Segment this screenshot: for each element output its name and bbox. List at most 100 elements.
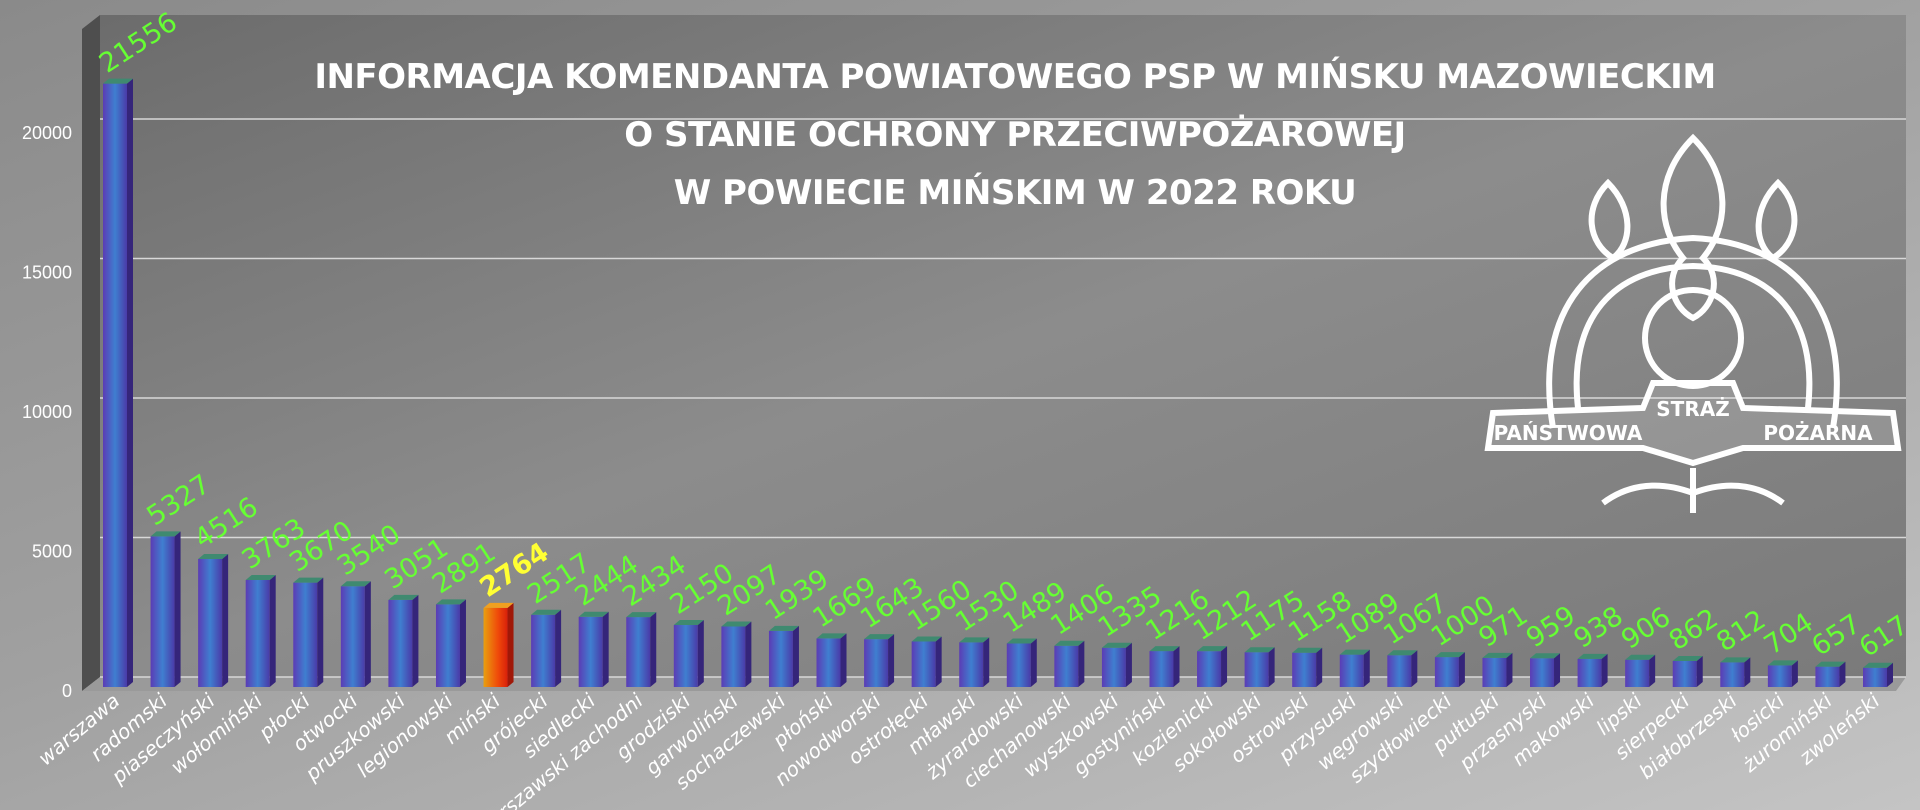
bar-top: [578, 611, 609, 617]
bar: [1672, 660, 1697, 687]
bar: [959, 642, 984, 687]
bar-side: [1744, 657, 1751, 687]
bar-side: [174, 531, 181, 687]
bar: [103, 83, 127, 688]
bar-side: [840, 633, 847, 687]
bar: [1387, 655, 1412, 687]
bar-side: [888, 634, 895, 687]
bar-top: [103, 78, 133, 84]
bar-top: [1577, 653, 1608, 659]
bar: [864, 639, 889, 687]
bar-side: [1887, 662, 1893, 687]
bar: [1244, 652, 1269, 687]
y-tick-label: 0: [62, 681, 72, 701]
bar-side: [1078, 640, 1085, 687]
bar-top: [1339, 649, 1370, 655]
bar: [435, 604, 460, 687]
bar-side: [1649, 654, 1656, 687]
bar-side: [1601, 653, 1608, 687]
bar-top: [768, 625, 799, 631]
y-tick-label: 5000: [32, 542, 72, 562]
bar-side: [650, 612, 657, 687]
bar-side: [1411, 650, 1418, 687]
bar-top: [721, 621, 752, 627]
bar: [198, 559, 223, 687]
bar-top: [340, 581, 371, 587]
bar: [721, 626, 746, 687]
bar-side: [1316, 647, 1323, 687]
bar-top: [1767, 660, 1798, 666]
bar: [911, 641, 936, 687]
logo-oak-leaves: [1601, 468, 1785, 513]
bar: [1006, 643, 1031, 687]
bar-side: [1506, 652, 1513, 687]
bar-side: [1173, 646, 1180, 687]
bar-side: [602, 611, 609, 687]
bar-side: [745, 621, 752, 687]
bar-top: [435, 599, 466, 605]
bar-side: [459, 599, 466, 687]
bar-side: [1458, 652, 1465, 687]
bar: [293, 582, 318, 687]
y-axis-wall: [82, 15, 100, 691]
bar: [768, 630, 793, 687]
psp-logo: PAŃSTWOWA STRAŻ POŻARNA: [1484, 133, 1902, 513]
bar-side: [1221, 646, 1228, 687]
bar: [1054, 645, 1079, 687]
bar-top: [531, 609, 562, 615]
bar: [1530, 658, 1555, 687]
bar-side: [364, 581, 371, 687]
bar: [1815, 666, 1840, 687]
bar: [245, 580, 270, 687]
bar-top: [1101, 642, 1132, 648]
bar-side: [1268, 647, 1275, 687]
bar-top: [1006, 638, 1037, 644]
bar-side: [555, 609, 562, 687]
bar-top: [1815, 661, 1846, 667]
bar-top: [198, 554, 229, 560]
bar-top: [388, 594, 419, 600]
y-tick-label: 15000: [22, 263, 72, 283]
bar-side: [1791, 660, 1798, 687]
bar-top: [911, 636, 942, 642]
bar-side: [1839, 661, 1846, 687]
bar-side: [792, 625, 799, 687]
bar-top: [1434, 652, 1465, 658]
bar-top: [626, 612, 657, 618]
plot-background: [100, 15, 1906, 677]
bar-side: [222, 554, 229, 687]
bar: [1292, 652, 1317, 687]
bar: [531, 614, 556, 687]
bar: [1434, 657, 1459, 687]
logo-helmet-inner: [1573, 262, 1813, 409]
bar: [1149, 651, 1174, 687]
bar-side: [1554, 653, 1561, 687]
bar-top: [816, 633, 847, 639]
bar-top: [483, 602, 514, 608]
bar: [578, 616, 603, 687]
bar-top: [1625, 654, 1656, 660]
bar-side: [317, 577, 324, 687]
bar-top: [673, 620, 704, 626]
plot-area: 0500010000150002000021556warszawa5327rad…: [22, 7, 1914, 810]
bar: [1482, 657, 1507, 687]
bar-top: [1387, 650, 1418, 656]
bar: [1339, 654, 1364, 687]
logo-text-center: STRAŻ: [1656, 397, 1729, 421]
logo-banner: [1484, 380, 1902, 467]
bar-side: [697, 620, 704, 687]
bar-top: [150, 531, 181, 537]
bar-side: [1696, 655, 1703, 687]
bar-top: [1197, 646, 1228, 652]
bar-side: [412, 594, 419, 687]
bar: [816, 638, 841, 687]
bar-top: [1149, 646, 1180, 652]
y-tick-label: 20000: [22, 123, 72, 143]
bar: [673, 625, 698, 687]
bar-side: [1030, 638, 1037, 687]
logo-text-right: POŻARNA: [1763, 421, 1873, 445]
bar-top: [1054, 640, 1085, 646]
bar: [1625, 659, 1650, 687]
bar-top: [1292, 647, 1323, 653]
